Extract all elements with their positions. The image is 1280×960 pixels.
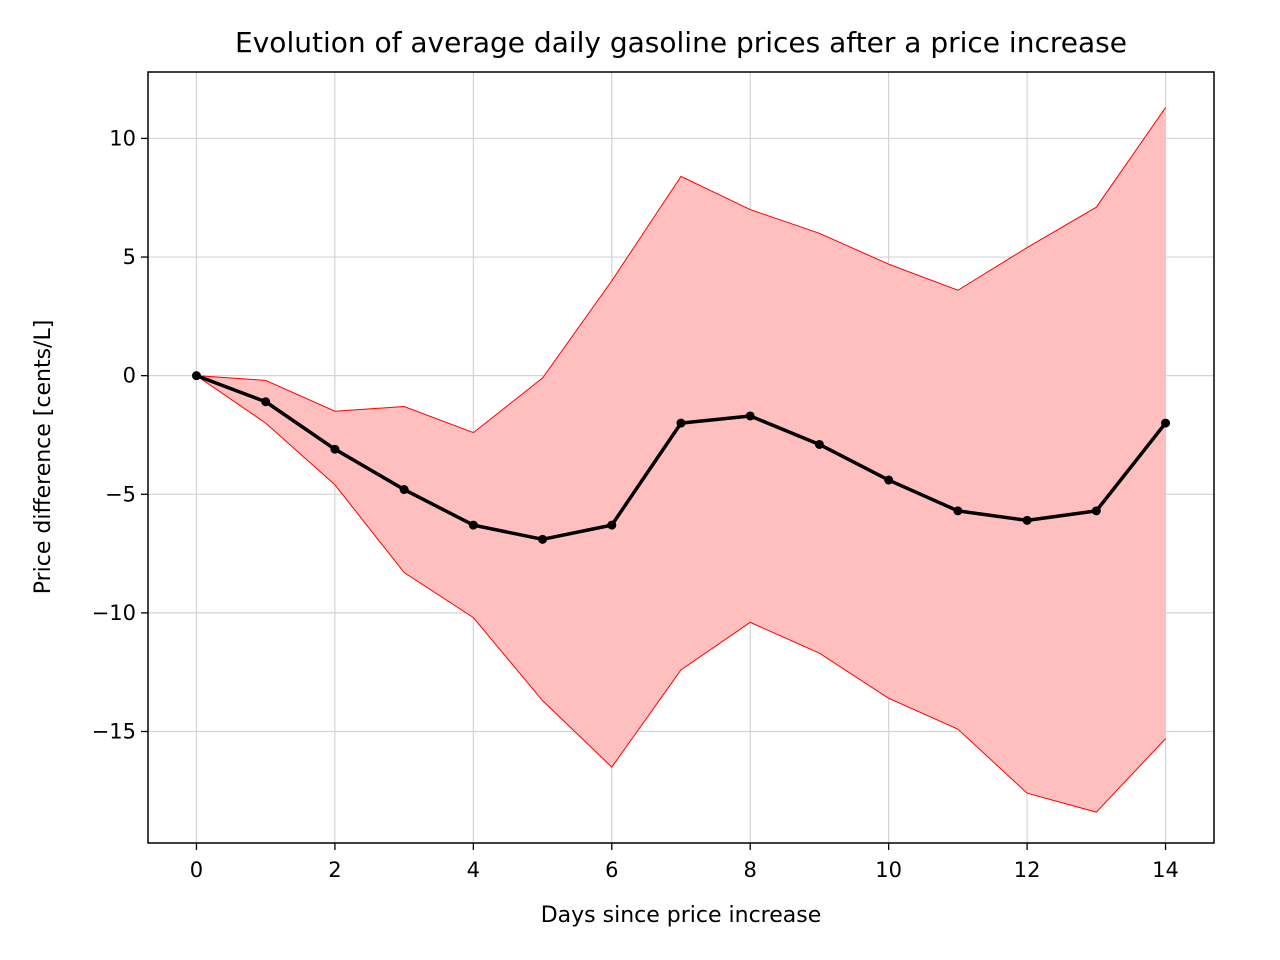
x-tick-label: 2 (328, 858, 341, 882)
x-tick-label: 12 (1014, 858, 1041, 882)
data-point (468, 520, 478, 530)
y-axis-label: Price difference [cents/L] (31, 320, 56, 595)
band-lower-edge (196, 375, 1166, 813)
y-tick-label: −5 (105, 482, 136, 506)
y-tick-label: −10 (92, 601, 136, 625)
band-upper-edge (196, 107, 1166, 434)
x-axis-label: Days since price increase (541, 903, 822, 928)
data-point (399, 485, 409, 495)
y-tick-label: 5 (123, 245, 136, 269)
data-point (191, 371, 201, 381)
data-point (745, 411, 755, 421)
y-tick-label: 0 (123, 364, 136, 388)
chart-title: Evolution of average daily gasoline pric… (235, 26, 1127, 59)
data-point (814, 439, 824, 449)
x-tick-label: 8 (744, 858, 757, 882)
data-point (953, 506, 963, 516)
x-tick-label: 0 (190, 858, 203, 882)
data-point (1022, 515, 1032, 525)
band-fill (196, 107, 1166, 813)
data-points (191, 371, 1171, 544)
data-point (330, 444, 340, 454)
plot-frame (147, 71, 1215, 844)
x-axis-ticks: 0 2 4 6 8 10 12 14 (190, 843, 1179, 882)
y-axis-ticks: 10 5 0 −5 −10 −15 (92, 126, 148, 744)
data-point (1161, 418, 1171, 428)
x-tick-label: 10 (875, 858, 902, 882)
y-tick-label: 10 (109, 126, 136, 150)
data-point (884, 475, 894, 485)
confidence-band (196, 107, 1166, 813)
data-point (607, 520, 617, 530)
x-tick-label: 6 (605, 858, 618, 882)
data-point (538, 534, 548, 544)
data-point (676, 418, 686, 428)
x-tick-label: 14 (1152, 858, 1179, 882)
data-point (1091, 506, 1101, 516)
y-tick-label: −15 (92, 720, 136, 744)
data-point (261, 397, 271, 407)
x-tick-label: 4 (467, 858, 480, 882)
